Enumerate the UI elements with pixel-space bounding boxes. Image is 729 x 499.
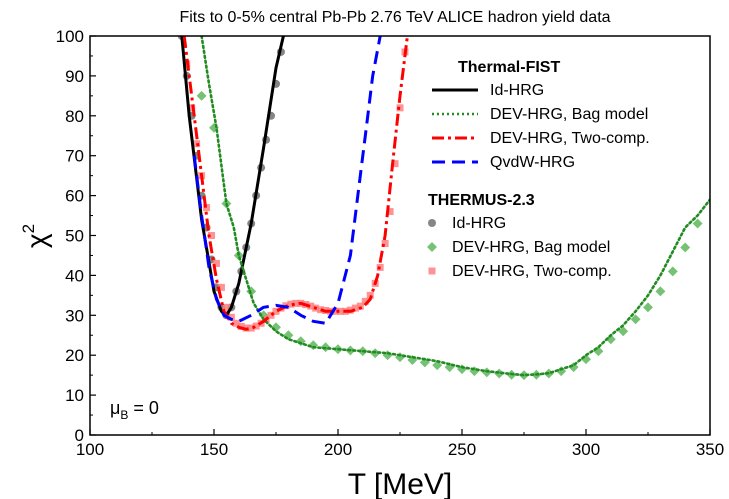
svg-text:χ2: χ2 [19, 224, 52, 248]
x-tick-label: 200 [324, 440, 352, 459]
data-point [351, 304, 359, 312]
series-line-thermal-fist-dev-hrg-bag-model [200, 36, 710, 377]
series-thermus-2-3-id-hrg [177, 36, 285, 320]
series-line-thermal-fist-qvdw-hrg [192, 36, 382, 325]
data-point [271, 322, 281, 333]
series-layer [177, 36, 710, 381]
y-tick-label: 60 [65, 187, 84, 206]
legend: Thermal-FIST THERMUS-2.3 Id-HRG DEV-HRG, … [427, 59, 650, 280]
data-point [307, 302, 315, 310]
y-axis-label: χ2 [19, 224, 52, 248]
y-tick-label: 30 [65, 306, 84, 325]
data-point [391, 160, 399, 168]
x-tick-label: 150 [200, 440, 228, 459]
data-point [692, 218, 703, 229]
y-tick-label: 0 [75, 426, 84, 445]
data-point [283, 330, 294, 341]
x-axis-label: T [MeV] [348, 468, 452, 499]
mu-base: μ [110, 398, 120, 418]
data-point [605, 334, 616, 345]
y-tick-label: 50 [65, 227, 84, 246]
data-point [232, 319, 240, 327]
plot-frame [89, 35, 711, 436]
legend-marker [428, 267, 436, 275]
data-point [272, 307, 280, 315]
legend-label: DEV-HRG, Two-comp. [490, 130, 650, 147]
legend-label: QvdW-HRG [490, 154, 575, 171]
data-point [267, 311, 275, 319]
y-tick-label: 100 [56, 27, 84, 46]
y-tick-label: 40 [65, 266, 84, 285]
y-axis-label-base: χ [21, 233, 52, 248]
y-tick-label: 90 [65, 67, 84, 86]
x-tick-label: 350 [696, 440, 724, 459]
legend-title-thermal-fist: Thermal-FIST [458, 59, 560, 76]
y-tick-label: 10 [65, 386, 84, 405]
legend-label: DEV-HRG, Two-comp. [452, 263, 612, 280]
data-point [667, 266, 678, 277]
x-tick-label: 250 [448, 440, 476, 459]
data-point [630, 314, 641, 325]
x-tick-label: 100 [76, 440, 104, 459]
legend-label: DEV-HRG, Bag model [452, 239, 610, 256]
data-point [247, 324, 255, 332]
legend-marker [428, 219, 436, 227]
data-point [680, 242, 691, 253]
data-point [252, 322, 260, 330]
data-point [196, 90, 207, 101]
x-tick-label: 300 [572, 440, 600, 459]
axis-ticks: 100 150 200 250 300 350 0 10 20 30 40 50 60 70 80 90 100 [56, 27, 725, 459]
data-point [203, 204, 211, 212]
legend-label: Id-HRG [490, 82, 544, 99]
y-tick-label: 70 [65, 147, 84, 166]
data-point [381, 239, 389, 247]
data-point [618, 326, 629, 337]
data-point [332, 307, 340, 315]
mu-rest: = 0 [128, 398, 159, 418]
legend-title-thermus: THERMUS-2.3 [428, 192, 535, 209]
data-point [217, 283, 225, 291]
data-point [188, 104, 196, 112]
data-point [212, 259, 220, 267]
data-point [361, 297, 369, 305]
data-point [395, 352, 405, 363]
data-point [356, 302, 364, 310]
data-point [222, 303, 230, 311]
legend-label: DEV-HRG, Bag model [490, 106, 648, 123]
legend-marker [427, 242, 437, 252]
data-point [336, 307, 344, 315]
data-point [287, 300, 295, 308]
mu-sub: B [120, 408, 128, 422]
y-axis-label-sup: 2 [19, 224, 38, 233]
chart-title: Fits to 0-5% central Pb-Pb 2.76 TeV ALIC… [179, 9, 610, 26]
data-point [386, 208, 394, 216]
data-point [227, 313, 235, 321]
data-point [208, 232, 216, 239]
legend-label: Id-HRG [452, 215, 506, 232]
mu-annotation: μB = 0 [110, 398, 159, 422]
data-point [292, 299, 300, 307]
y-tick-label: 80 [65, 107, 84, 126]
y-tick-label: 20 [65, 346, 84, 365]
data-point [643, 302, 653, 313]
data-point [655, 286, 666, 297]
series-line-thermal-fist-dev-hrg-two-comp [182, 36, 409, 331]
